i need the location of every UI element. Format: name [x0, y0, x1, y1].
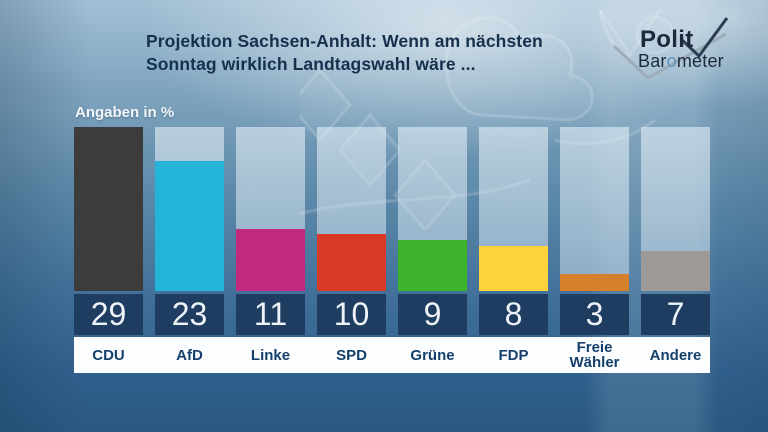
- label-spd: SPD: [336, 346, 367, 364]
- bar-cdu: [74, 127, 143, 291]
- value-box-andere: 7: [641, 294, 710, 335]
- label-cdu: CDU: [92, 346, 125, 364]
- bar-chart-plot-area: [74, 127, 710, 291]
- bar-afd: [155, 160, 224, 291]
- bar-track-linke: [236, 127, 305, 291]
- value-box-spd: 10: [317, 294, 386, 335]
- bar-fdp: [479, 245, 548, 291]
- bar-spd: [317, 234, 386, 291]
- value-row: 29 23 11 10 9 8 3 7: [74, 294, 710, 335]
- gray-checkmark-icon: [612, 32, 727, 80]
- chart-title-line1: Projektion Sachsen-Anhalt: Wenn am nächs…: [146, 31, 543, 51]
- politbarometer-logo: Polit Barometer: [600, 10, 765, 90]
- bar-track-spd: [317, 127, 386, 291]
- label-afd: AfD: [176, 346, 203, 364]
- value-box-gruene: 9: [398, 294, 467, 335]
- value-box-cdu: 29: [74, 294, 143, 335]
- label-freie-waehler: Freie Wähler: [569, 339, 620, 371]
- checkmark-icons: [612, 17, 729, 80]
- logo-text-polit: Polit: [640, 26, 694, 53]
- label-strip: CDU AfD Linke SPD Grüne FDP Freie Wähler…: [74, 337, 710, 373]
- value-box-fdp: 8: [479, 294, 548, 335]
- bar-track-freie-waehler: [560, 127, 629, 291]
- bar-linke: [236, 228, 305, 291]
- bar-track-afd: [155, 127, 224, 291]
- bar-track-andere: [641, 127, 710, 291]
- value-box-linke: 11: [236, 294, 305, 335]
- bar-track-cdu: [74, 127, 143, 291]
- bar-freie-waehler: [560, 274, 629, 291]
- value-box-afd: 23: [155, 294, 224, 335]
- navy-checkmark-icon: [680, 17, 729, 59]
- value-box-freie-waehler: 3: [560, 294, 629, 335]
- label-gruene: Grüne: [410, 346, 455, 364]
- bar-track-fdp: [479, 127, 548, 291]
- logo-blue-o: o: [666, 51, 677, 71]
- logo-text-barometer: Barometer: [638, 51, 724, 71]
- bar-track-gruene: [398, 127, 467, 291]
- label-fdp: FDP: [498, 346, 529, 364]
- chart-title-line2: Sonntag wirklich Landtagswahl wäre ...: [146, 54, 476, 74]
- label-linke: Linke: [250, 346, 291, 364]
- bar-gruene: [398, 240, 467, 291]
- units-label: Angaben in %: [75, 104, 175, 121]
- bar-andere: [641, 251, 710, 291]
- chart-title: Projektion Sachsen-Anhalt: Wenn am nächs…: [146, 30, 626, 76]
- label-andere: Andere: [649, 346, 702, 364]
